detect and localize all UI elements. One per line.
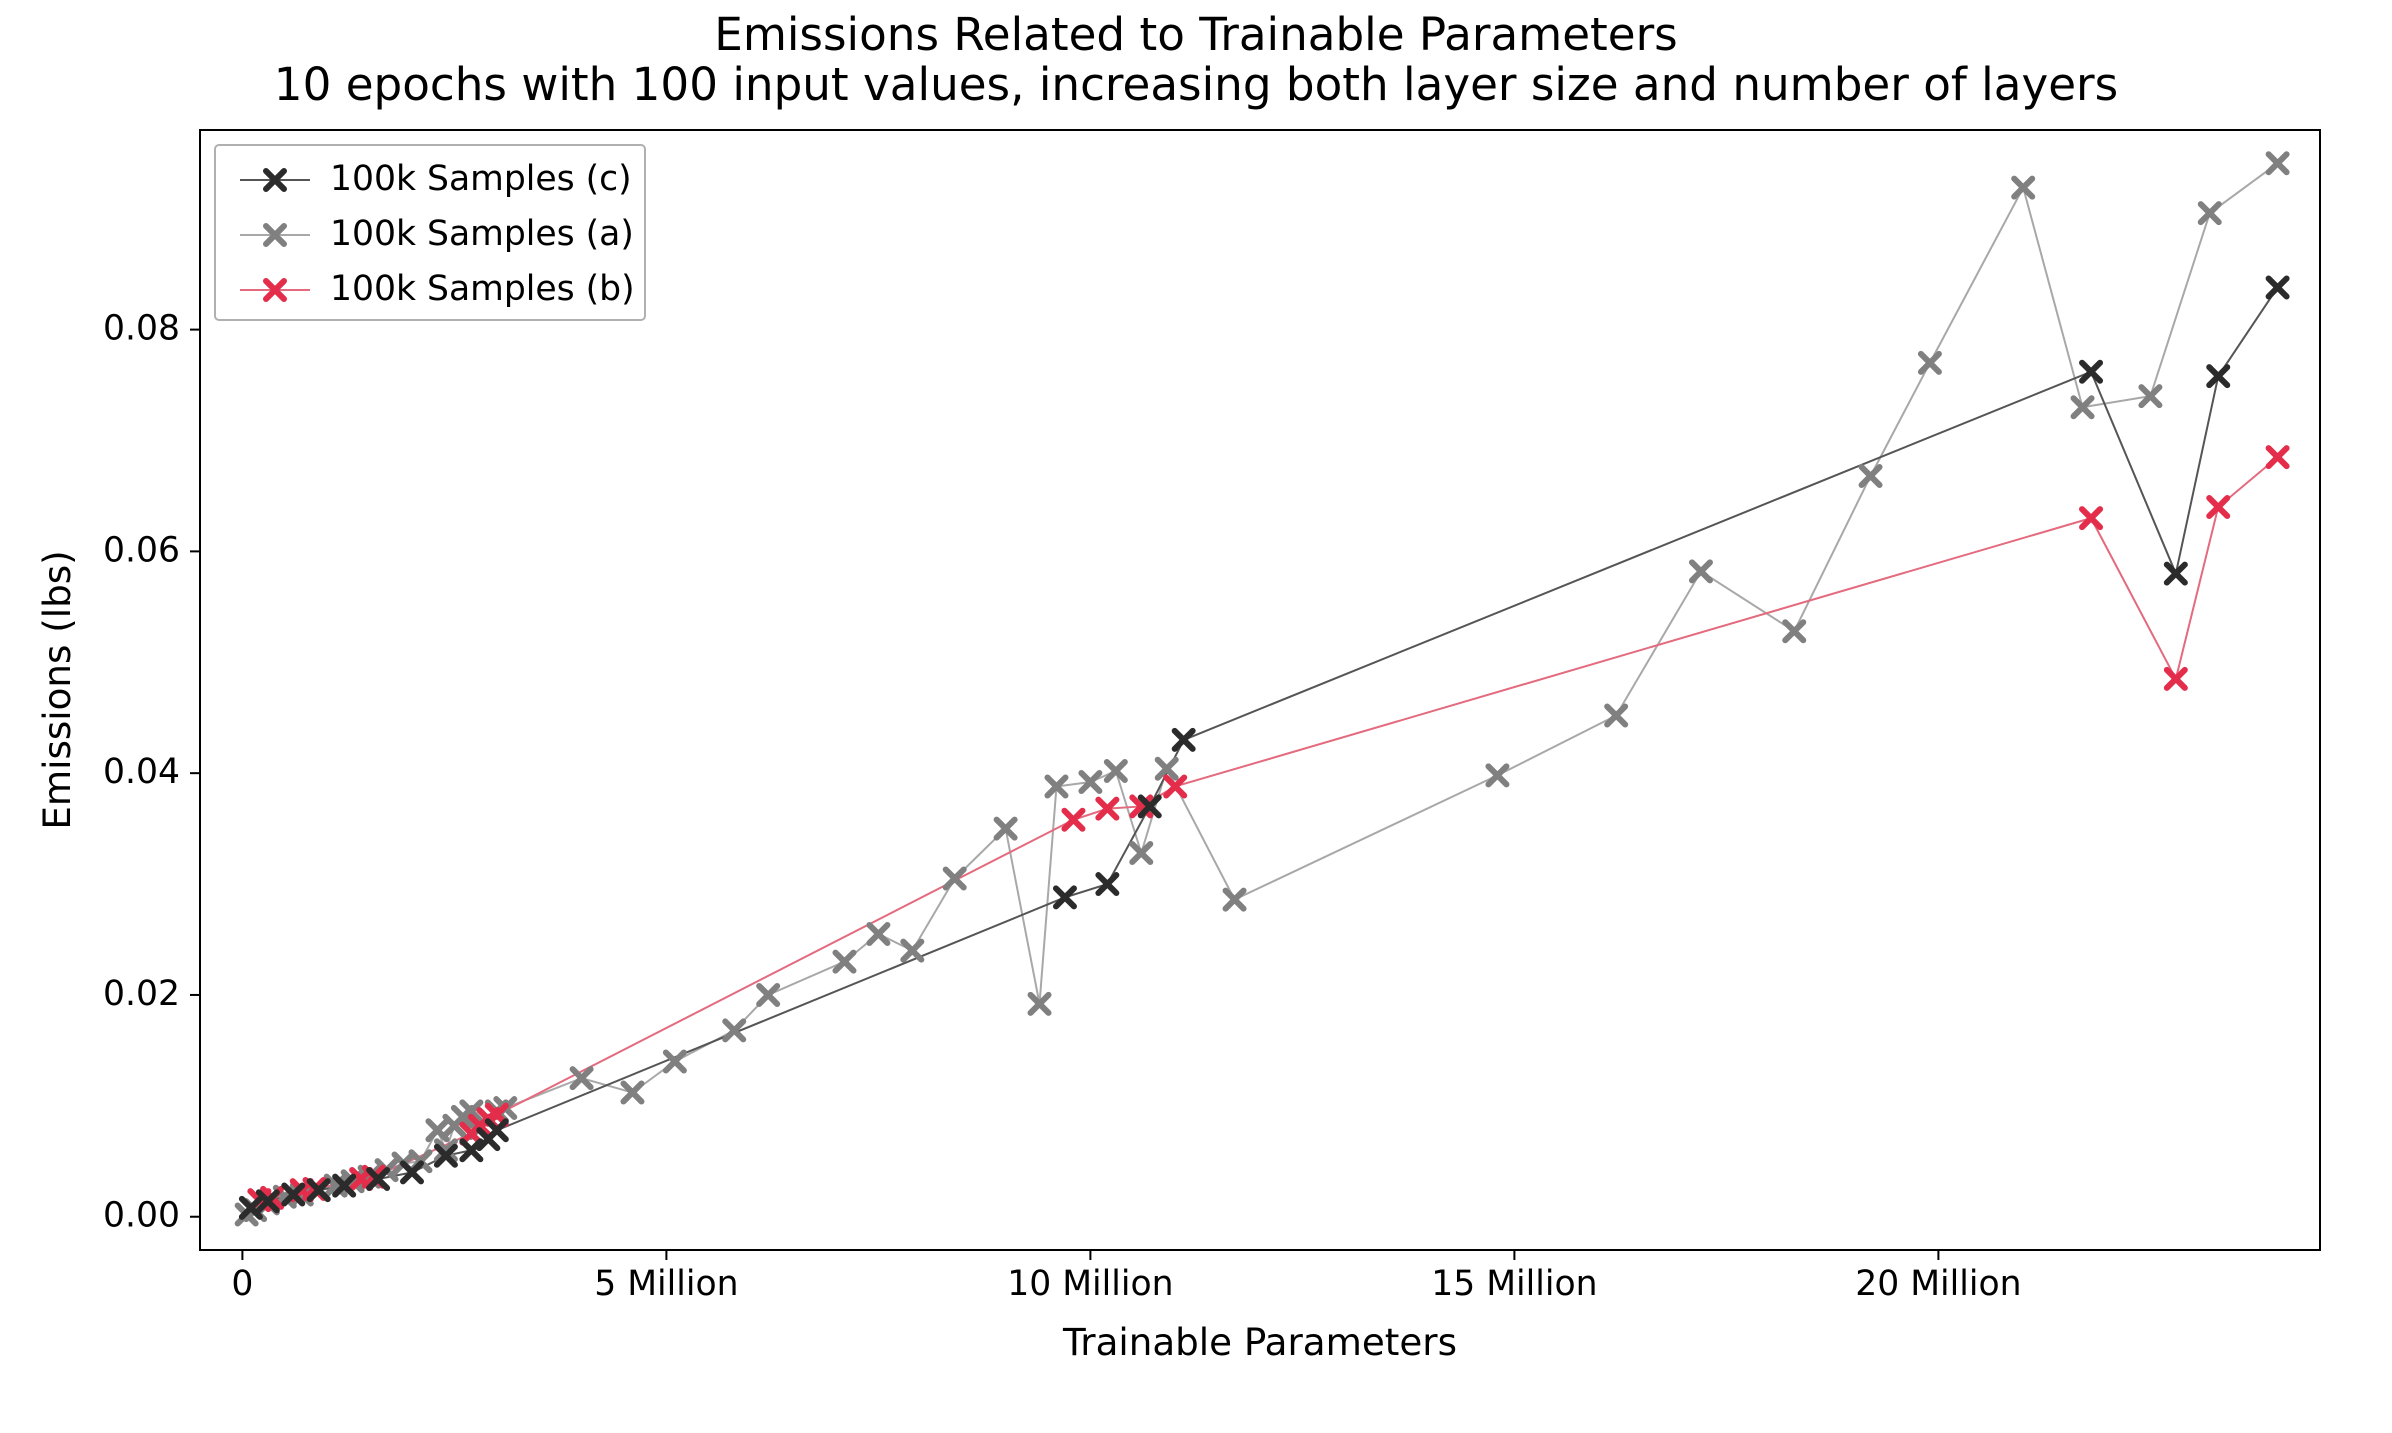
chart-root: Emissions Related to Trainable Parameter… [0, 0, 2392, 1433]
chart-title: Emissions Related to Trainable Parameter… [714, 8, 1677, 61]
y-tick-label: 0.04 [103, 752, 180, 792]
y-tick-label: 0.08 [103, 309, 180, 349]
x-tick-label: 10 Million [1007, 1264, 1173, 1304]
y-tick-label: 0.00 [103, 1196, 180, 1236]
x-tick-label: 15 Million [1431, 1264, 1597, 1304]
chart-subtitle: 10 epochs with 100 input values, increas… [274, 58, 2118, 111]
x-tick-label: 5 Million [594, 1264, 738, 1304]
legend-label: 100k Samples (a) [330, 214, 634, 254]
legend-label: 100k Samples (b) [330, 269, 635, 309]
x-tick-label: 20 Million [1855, 1264, 2021, 1304]
legend: 100k Samples (c) 100k Samples (a) 100k Sam… [215, 145, 645, 320]
emissions-chart: Emissions Related to Trainable Parameter… [0, 0, 2392, 1433]
y-tick-label: 0.06 [103, 530, 180, 570]
y-tick-label: 0.02 [103, 974, 180, 1014]
y-axis-label: Emissions (lbs) [35, 550, 79, 829]
x-axis-label: Trainable Parameters [1062, 1320, 1457, 1364]
x-tick-label: 0 [231, 1264, 253, 1304]
legend-label: 100k Samples (c) [330, 159, 632, 199]
